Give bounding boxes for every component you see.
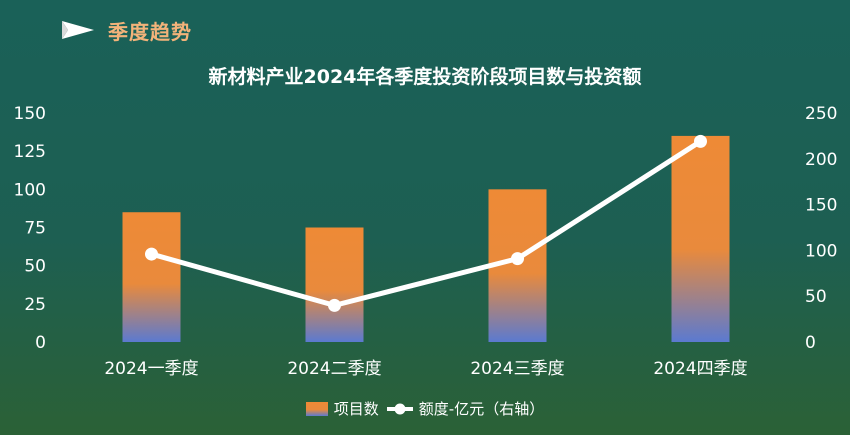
right-axis-tick: 250 — [805, 104, 837, 124]
right-axis-tick: 0 — [805, 333, 816, 353]
right-axis-tick: 150 — [805, 196, 837, 216]
left-axis-tick: 100 — [14, 180, 46, 200]
category-label: 2024三季度 — [470, 359, 564, 379]
section-title: 季度趋势 — [108, 19, 192, 44]
amount-point — [145, 247, 158, 261]
category-label: 2024一季度 — [104, 359, 198, 379]
category-label: 2024四季度 — [653, 359, 747, 379]
left-axis-tick: 25 — [24, 295, 46, 315]
legend-bar-label: 项目数 — [333, 400, 379, 418]
legend-line-label: 额度-亿元（右轴） — [418, 400, 545, 418]
right-axis-tick: 100 — [805, 241, 837, 261]
section-header: 季度趋势 — [60, 14, 192, 46]
amount-line — [150, 139, 702, 308]
right-axis-tick: 50 — [805, 287, 827, 307]
bar-project-count — [122, 212, 181, 342]
quarterly-chart: 0 25 50 75 100 125 150 0 50 100 150 200 250 2024一季度… — [14, 104, 837, 379]
legend: 项目数 额度-亿元（右轴） — [0, 398, 850, 419]
amount-point — [694, 134, 707, 148]
bar-project-count — [671, 135, 730, 342]
legend-line-swatch — [386, 403, 413, 414]
amount-point — [511, 252, 524, 266]
right-axis-tick: 200 — [805, 150, 837, 170]
category-label: 2024二季度 — [287, 359, 381, 379]
chart-title: 新材料产业2024年各季度投资阶段项目数与投资额 — [208, 66, 642, 88]
legend-bar-swatch — [305, 401, 328, 416]
left-axis-tick: 50 — [24, 257, 46, 277]
left-axis-tick: 150 — [14, 104, 46, 124]
left-axis-tick: 75 — [24, 219, 46, 239]
pennant-flag-icon — [62, 21, 94, 39]
amount-point — [328, 298, 341, 312]
left-axis-tick: 0 — [35, 333, 46, 353]
bar-project-count — [305, 227, 364, 342]
left-axis-tick: 125 — [14, 142, 46, 162]
